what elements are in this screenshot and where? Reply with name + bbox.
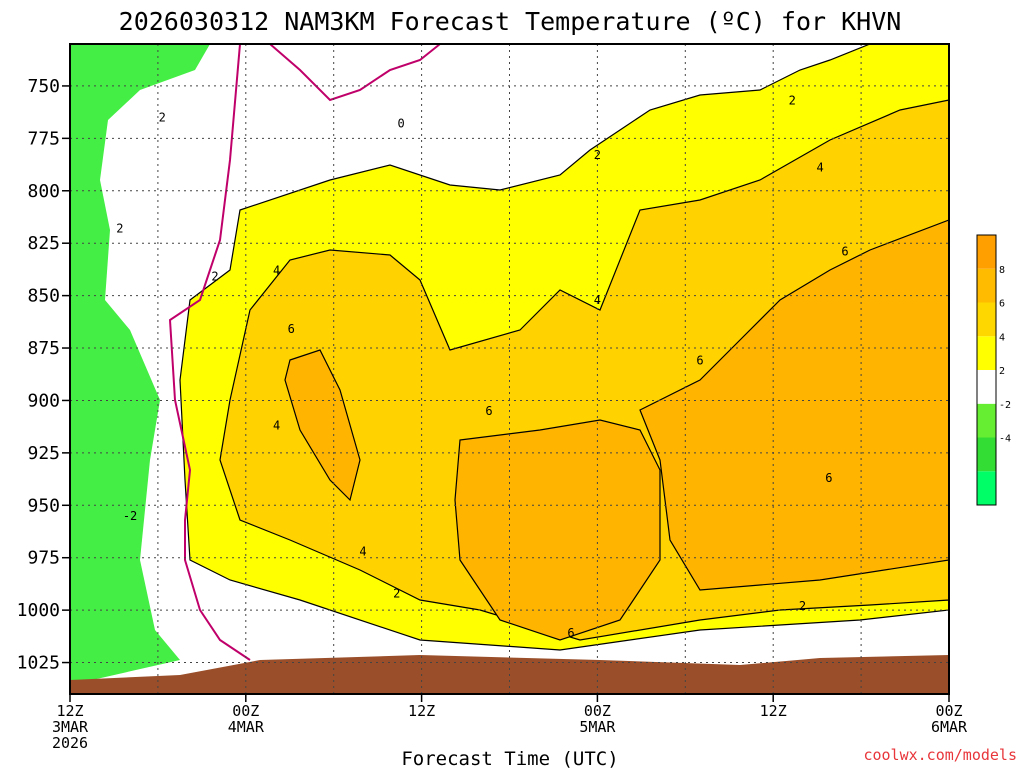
contour-label: 2 [211,270,218,284]
chart-title: 2026030312 NAM3KM Forecast Temperature (… [119,7,902,36]
grid-lines [70,44,949,694]
x-axis-label: Forecast Time (UTC) [401,748,618,768]
y-tick-label: 1000 [17,600,60,621]
y-axis: 750 775 800 825 850 875 900 925 950 975 1000 1025 [17,76,70,674]
color-scale-swatch [977,268,996,303]
cold-green-region [70,44,210,685]
color-scale-swatch [977,336,996,370]
y-tick-label: 900 [27,390,60,411]
contour-labels: 2 2 0 2 2 4 2 4 6 4 6 6 6 4 6 -2 4 2 2 6 [116,94,848,641]
color-scale-frame [976,234,997,506]
y-tick-label: 750 [27,76,60,97]
contour-label: 2 [159,110,166,124]
zero-contour-line [269,43,441,102]
y-tick-label: 925 [27,443,60,464]
x-tick-label: 5MAR [579,718,616,736]
plot-frame [69,43,950,695]
plot-area: 2 2 0 2 2 4 2 4 6 4 6 6 6 4 6 -2 4 2 2 6 [69,43,950,695]
credit-link[interactable]: coolwx.com/models [863,746,1017,764]
color-scale-swatch [977,403,996,438]
contour-label: 6 [288,322,295,336]
color-scale-label: 6 [999,299,1005,310]
color-scale-label: 8 [999,265,1005,276]
contour-label: 4 [273,419,280,433]
contour-label: 2 [594,148,601,162]
contour-label: 2 [116,222,123,236]
color-scale-swatch [977,302,996,337]
x-tick-label: 12Z [760,702,787,720]
contour-label: 6 [841,245,848,259]
color-scale-swatch [977,471,996,505]
y-tick-label: 875 [27,338,60,359]
contour-label: 6 [567,626,574,640]
y-tick-label: 950 [27,495,60,516]
contour-label: -2 [123,509,137,523]
color-scale-label: 2 [999,366,1005,377]
x-tick-label: 4MAR [228,718,265,736]
color-scale-swatch [977,437,996,472]
orange-region-left [284,349,361,502]
contour-label: 6 [825,471,832,485]
y-tick-label: 1025 [17,653,60,674]
color-scale-label: -4 [999,434,1011,445]
x-tick-label: 6MAR [931,718,968,736]
color-scale-label: 4 [999,332,1005,343]
contour-label: 6 [485,404,492,418]
color-scale-swatch [977,370,996,404]
x-tick-label: 12Z [56,702,83,720]
zero-contour-line-left [168,43,251,661]
color-scale-legend: -4 -2 2 4 6 8 [976,234,1011,506]
contour-label: 2 [789,94,796,108]
x-tick-label: 00Z [584,702,611,720]
x-tick-label: 00Z [935,702,962,720]
contour-label: 4 [816,161,823,175]
x-tick-label: 12Z [408,702,435,720]
contour-label: 4 [273,263,280,277]
y-tick-label: 850 [27,286,60,307]
contour-label: 4 [594,293,601,307]
orange-region-center [454,419,661,641]
y-tick-label: 775 [27,128,60,149]
x-tick-label: 00Z [232,702,259,720]
y-tick-label: 825 [27,233,60,254]
y-tick-label: 975 [27,548,60,569]
color-scale-swatch [977,235,996,269]
x-tick-label: 3MAR [52,718,89,736]
contour-label: 4 [359,544,366,558]
contour-label: 2 [393,586,400,600]
x-tick-label: 2026 [52,734,88,752]
contour-label: 2 [799,599,806,613]
y-tick-label: 800 [27,181,60,202]
color-scale-label: -2 [999,400,1011,411]
contour-label: 6 [696,354,703,368]
contour-label: 0 [397,117,404,131]
